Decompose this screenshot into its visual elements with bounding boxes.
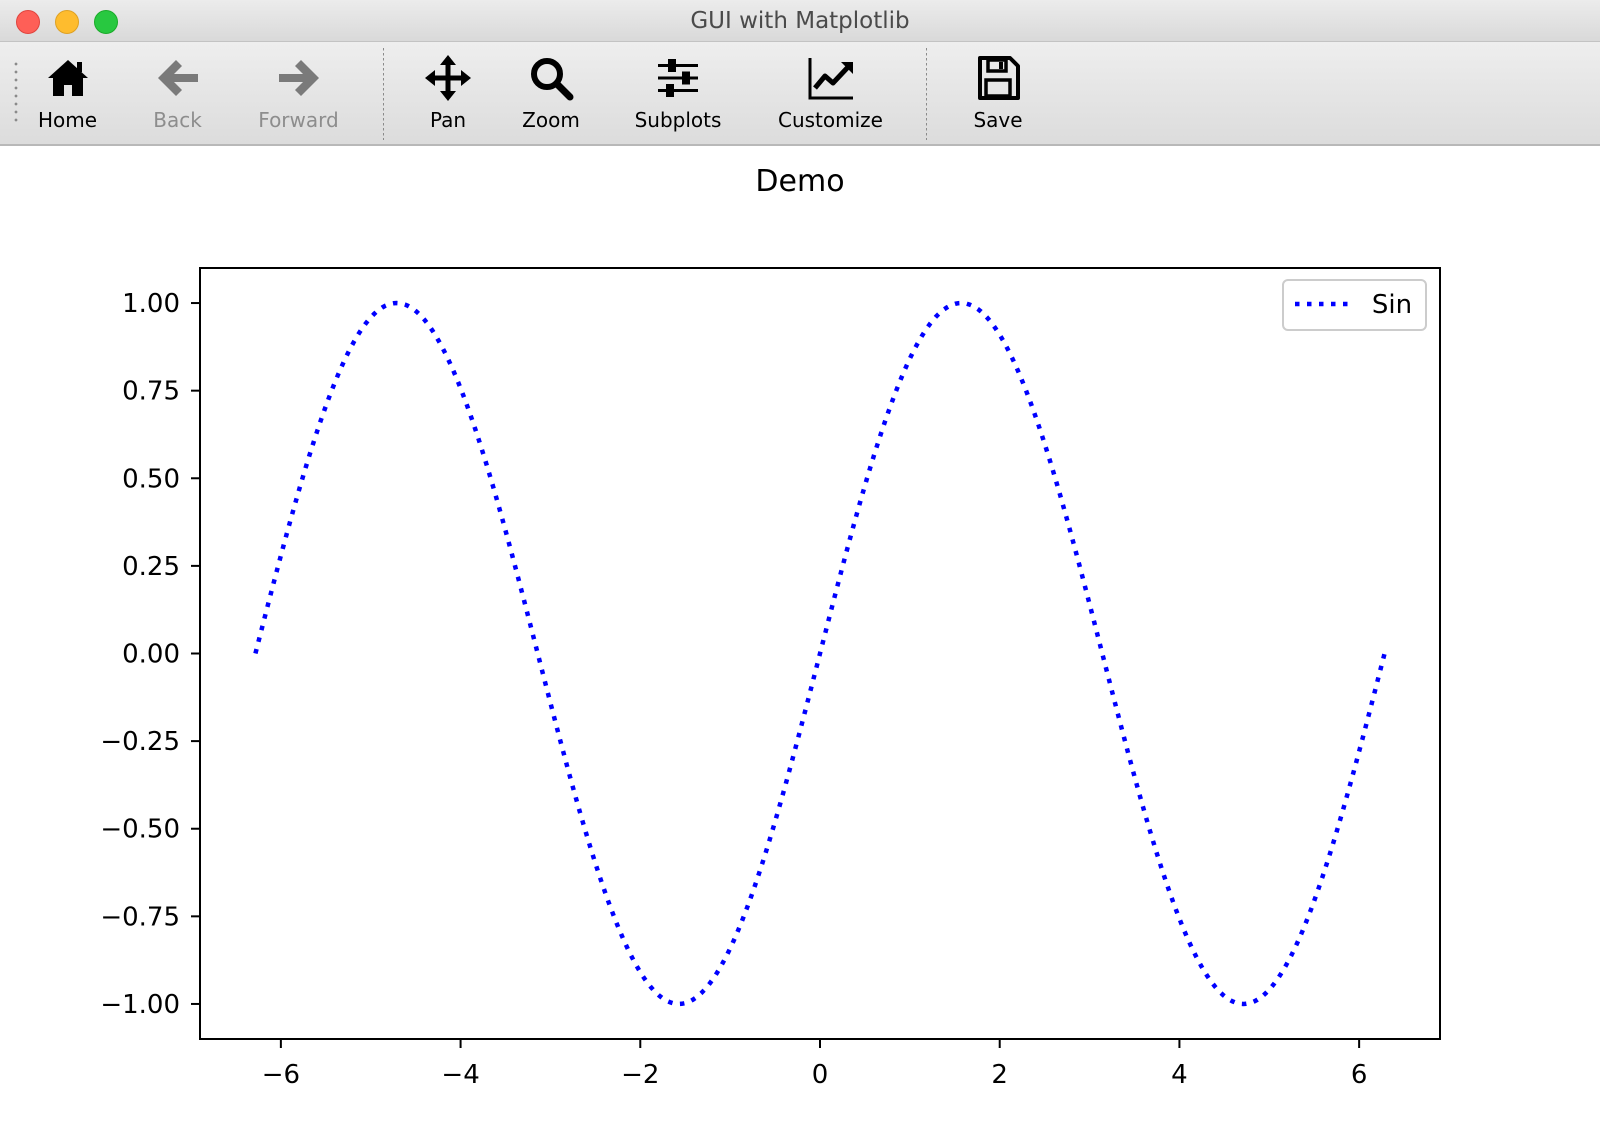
toolbar-separator [926, 48, 927, 140]
y-tick-label: −0.75 [100, 902, 180, 932]
minimize-window-button[interactable] [55, 10, 79, 34]
home-icon [47, 60, 88, 96]
legend-box [1282, 279, 1427, 331]
customize-button-label: Customize [778, 108, 883, 132]
y-tick-label: 0.50 [122, 464, 180, 494]
forward-button-label: Forward [258, 108, 339, 132]
chart-svg[interactable]: Demo −6 −4 −2 0 2 4 6 −1.00 −0.75 −0.50 −0.25 0.00 0… [0, 146, 1600, 1148]
subplots-button[interactable]: Subplots [628, 42, 728, 142]
pan-button[interactable]: Pan [413, 42, 483, 142]
zoom-button[interactable]: Zoom [512, 42, 590, 142]
x-tick-label: −4 [441, 1060, 479, 1090]
x-tick-label: −2 [621, 1060, 659, 1090]
y-tick-label: −1.00 [100, 990, 180, 1020]
move-arrows-icon [425, 55, 471, 101]
x-tick-label: −6 [262, 1060, 300, 1090]
subplots-button-label: Subplots [634, 108, 722, 132]
chart-title: Demo [755, 164, 844, 199]
back-button-label: Back [153, 108, 202, 132]
x-tick-label: 2 [991, 1060, 1008, 1090]
navigation-toolbar: Home Back Forward [0, 42, 1600, 146]
x-tick-label: 4 [1171, 1060, 1188, 1090]
save-button-label: Save [973, 108, 1023, 132]
toolbar-grip-handle[interactable] [14, 60, 18, 126]
y-tick-label: 1.00 [122, 289, 180, 319]
y-tick-label: 0.00 [122, 640, 180, 670]
zoom-window-button[interactable] [94, 10, 118, 34]
x-tick-label: 0 [812, 1060, 829, 1090]
x-tick-label: 6 [1351, 1060, 1368, 1090]
y-tick-label: −0.25 [100, 727, 180, 757]
line-chart-icon [808, 58, 853, 100]
customize-button[interactable]: Customize [773, 42, 888, 142]
y-tick-label: −0.50 [100, 815, 180, 845]
arrow-left-icon [157, 60, 198, 96]
toolbar-separator [383, 48, 384, 140]
axes-frame [199, 267, 1441, 1040]
home-button-label: Home [37, 108, 98, 132]
figure-canvas[interactable]: Demo −6 −4 −2 0 2 4 6 −1.00 −0.75 −0.50 −0.25 0.00 0… [0, 146, 1600, 1148]
window-title: GUI with Matplotlib [690, 8, 910, 34]
back-button[interactable]: Back [140, 42, 215, 142]
forward-button[interactable]: Forward [251, 42, 346, 142]
zoom-button-label: Zoom [522, 108, 580, 132]
legend-label: Sin [1372, 290, 1412, 320]
y-tick-label: 0.25 [122, 552, 180, 582]
home-button[interactable]: Home [30, 42, 105, 142]
magnifier-icon [531, 58, 574, 101]
pan-button-label: Pan [429, 108, 467, 132]
close-window-button[interactable] [16, 10, 40, 34]
arrow-right-icon [278, 60, 319, 96]
title-bar: GUI with Matplotlib [0, 0, 1600, 42]
y-tick-label: 0.75 [122, 377, 180, 407]
series-line-sin [253, 300, 1387, 1007]
sliders-icon [658, 59, 698, 97]
floppy-disk-icon [978, 56, 1020, 100]
legend: Sin [1282, 279, 1427, 331]
save-button[interactable]: Save [963, 42, 1033, 142]
